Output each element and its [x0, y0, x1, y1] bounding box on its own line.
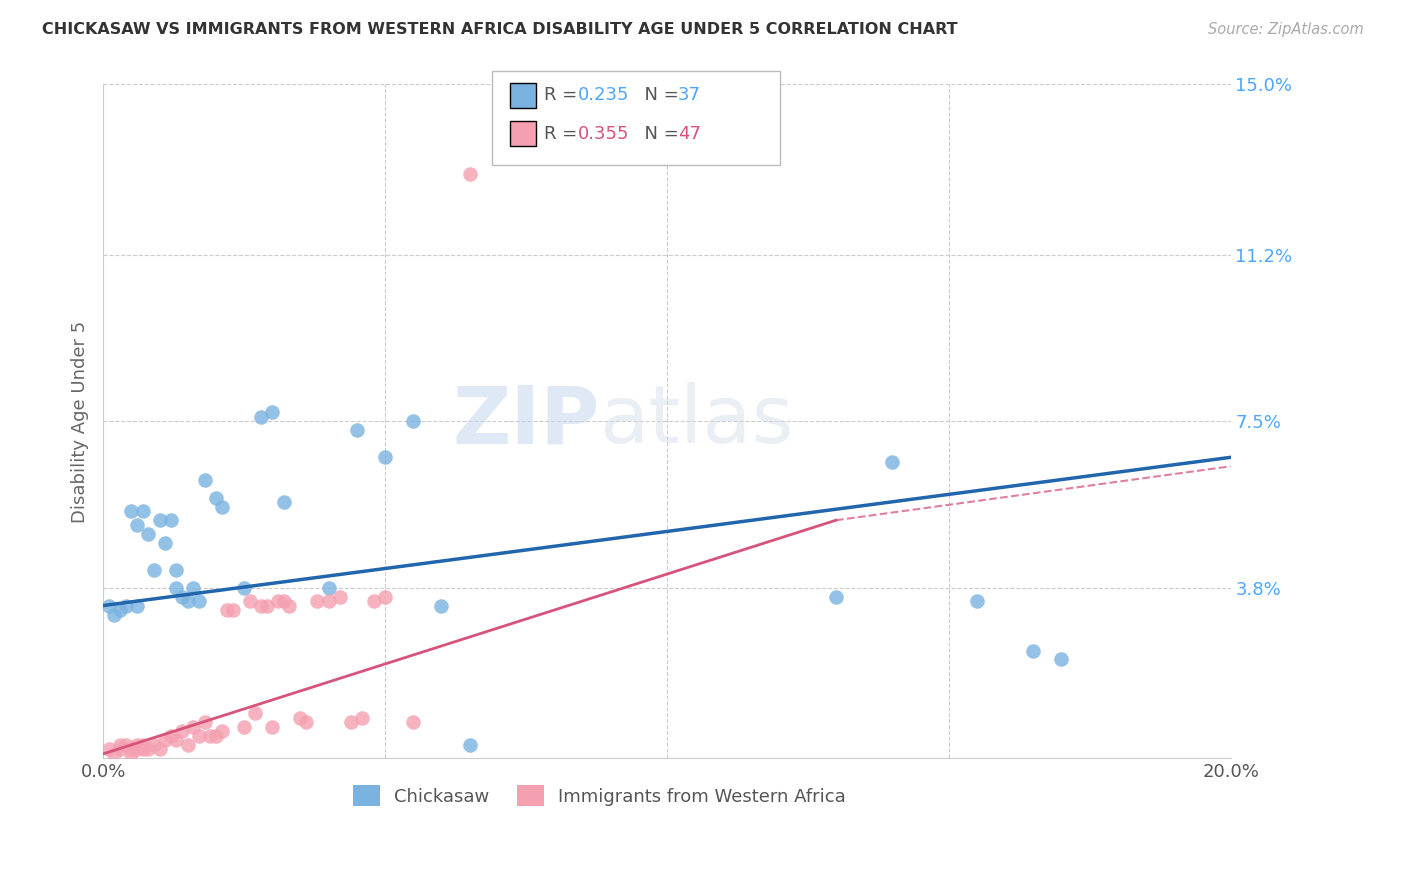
Point — [125, 599, 148, 613]
Point — [136, 742, 159, 756]
Point — [148, 742, 170, 756]
Point — [183, 720, 205, 734]
Point — [159, 513, 181, 527]
Point — [131, 738, 153, 752]
Point — [363, 594, 385, 608]
Point — [125, 742, 148, 756]
Point — [307, 594, 329, 608]
Point — [340, 715, 363, 730]
Text: 0.355: 0.355 — [578, 125, 630, 143]
Point — [295, 715, 318, 730]
Point — [170, 590, 193, 604]
Point — [250, 599, 273, 613]
Point — [458, 738, 481, 752]
Point — [262, 405, 284, 419]
Point — [233, 581, 256, 595]
Point — [211, 724, 233, 739]
Text: ZIP: ZIP — [451, 383, 599, 460]
Point — [352, 711, 374, 725]
Point — [1050, 652, 1073, 666]
Point — [318, 581, 340, 595]
Text: R =: R = — [544, 125, 583, 143]
Point — [966, 594, 988, 608]
Point — [239, 594, 262, 608]
Point — [148, 513, 170, 527]
Point — [458, 167, 481, 181]
Text: 0.235: 0.235 — [578, 87, 630, 104]
Point — [103, 607, 125, 622]
Point — [97, 742, 120, 756]
Point — [402, 414, 425, 428]
Point — [233, 720, 256, 734]
Point — [114, 599, 136, 613]
Point — [374, 590, 396, 604]
Text: atlas: atlas — [599, 383, 793, 460]
Point — [262, 720, 284, 734]
Point — [108, 738, 131, 752]
Y-axis label: Disability Age Under 5: Disability Age Under 5 — [72, 320, 89, 523]
Point — [194, 715, 217, 730]
Point — [1022, 643, 1045, 657]
Point — [176, 738, 198, 752]
Point — [97, 599, 120, 613]
Text: Source: ZipAtlas.com: Source: ZipAtlas.com — [1208, 22, 1364, 37]
Point — [176, 594, 198, 608]
Point — [120, 742, 142, 756]
Point — [430, 599, 453, 613]
Point — [125, 517, 148, 532]
Text: 47: 47 — [678, 125, 700, 143]
Point — [200, 729, 222, 743]
Point — [108, 603, 131, 617]
Point — [165, 581, 187, 595]
Point — [273, 495, 295, 509]
Point — [329, 590, 352, 604]
Text: N =: N = — [633, 87, 685, 104]
Point — [125, 738, 148, 752]
Text: CHICKASAW VS IMMIGRANTS FROM WESTERN AFRICA DISABILITY AGE UNDER 5 CORRELATION C: CHICKASAW VS IMMIGRANTS FROM WESTERN AFR… — [42, 22, 957, 37]
Point — [290, 711, 312, 725]
Point — [108, 742, 131, 756]
Text: 37: 37 — [678, 87, 700, 104]
Text: N =: N = — [633, 125, 685, 143]
Point — [267, 594, 290, 608]
Point — [374, 450, 396, 465]
Point — [318, 594, 340, 608]
Point — [183, 581, 205, 595]
Point — [131, 742, 153, 756]
Point — [165, 733, 187, 747]
Point — [205, 729, 228, 743]
Point — [188, 729, 211, 743]
Point — [278, 599, 301, 613]
Point — [142, 738, 165, 752]
Point — [211, 500, 233, 514]
Point — [136, 526, 159, 541]
Point — [205, 491, 228, 505]
Point — [825, 590, 848, 604]
Point — [222, 603, 245, 617]
Point — [120, 504, 142, 518]
Point — [170, 724, 193, 739]
Point — [103, 747, 125, 761]
Point — [245, 706, 267, 721]
Point — [346, 423, 368, 437]
Point — [165, 563, 187, 577]
Legend: Chickasaw, Immigrants from Western Africa: Chickasaw, Immigrants from Western Afric… — [346, 778, 853, 814]
Text: R =: R = — [544, 87, 583, 104]
Point — [188, 594, 211, 608]
Point — [153, 733, 176, 747]
Point — [114, 738, 136, 752]
Point — [250, 409, 273, 424]
Point — [131, 504, 153, 518]
Point — [194, 473, 217, 487]
Point — [256, 599, 278, 613]
Point — [402, 715, 425, 730]
Point — [159, 729, 181, 743]
Point — [217, 603, 239, 617]
Point — [882, 455, 904, 469]
Point — [273, 594, 295, 608]
Point — [142, 563, 165, 577]
Point — [120, 747, 142, 761]
Point — [153, 535, 176, 549]
